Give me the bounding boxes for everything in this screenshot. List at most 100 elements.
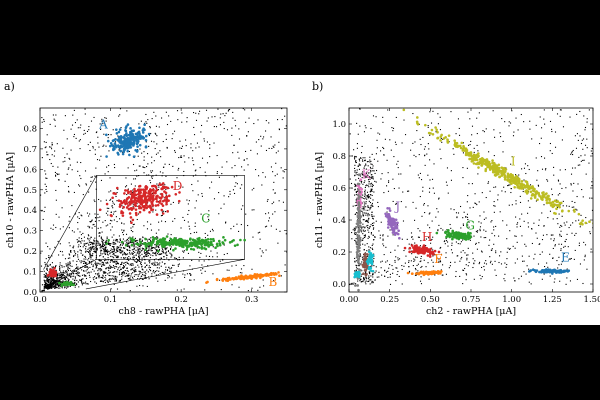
cluster-point — [121, 211, 125, 215]
cluster-point — [208, 243, 212, 247]
cluster-point — [166, 210, 169, 213]
cluster-point — [367, 250, 371, 254]
cluster-point — [414, 249, 417, 253]
cluster-point — [387, 215, 390, 218]
cluster-point — [110, 143, 114, 147]
cluster-point — [507, 173, 511, 177]
cluster-point — [132, 143, 136, 146]
cluster-point — [134, 198, 137, 202]
cluster-point — [194, 241, 197, 244]
cluster-point — [529, 190, 533, 194]
cluster-point — [364, 265, 368, 269]
cluster-point — [368, 265, 371, 269]
cluster-point — [139, 241, 143, 245]
cluster-point — [209, 238, 213, 241]
cluster-point — [431, 133, 435, 136]
cluster-point — [159, 197, 163, 200]
cluster-point — [67, 282, 70, 285]
cluster-point — [144, 134, 148, 138]
cluster-point — [386, 226, 390, 229]
cluster-point — [154, 204, 158, 207]
cluster-point — [155, 242, 159, 246]
panel-label: b) — [312, 80, 323, 93]
cluster-point — [152, 198, 155, 202]
cluster-point — [128, 200, 132, 204]
cluster-point — [567, 209, 571, 213]
cluster-point — [477, 162, 481, 166]
cluster-point — [545, 196, 549, 200]
cluster-point — [134, 196, 138, 200]
cluster-point — [52, 274, 55, 278]
cluster-unlabeled-5 — [58, 280, 75, 288]
cluster-label: J — [393, 199, 400, 213]
cluster-point — [567, 269, 571, 272]
axes-frame — [39, 107, 288, 293]
cluster-point — [171, 243, 175, 246]
cluster-point — [418, 246, 421, 250]
cluster-point — [388, 209, 392, 212]
cluster-label: C — [201, 211, 210, 225]
cluster-point — [203, 247, 206, 250]
cluster-point — [147, 205, 150, 208]
cluster-unlabeled-9 — [353, 270, 361, 279]
cluster-point — [228, 241, 232, 244]
cluster-l — [354, 173, 363, 292]
cluster-point — [134, 193, 138, 197]
cluster-point — [491, 159, 494, 162]
cluster-point — [428, 249, 431, 253]
cluster-point — [54, 271, 58, 275]
cluster-point — [143, 128, 146, 132]
y-axis-label: ch11 - rawPHA [μA] — [314, 152, 325, 248]
cluster-point — [118, 128, 122, 131]
plot-area — [40, 108, 287, 292]
cluster-point — [155, 213, 159, 216]
cluster-point — [151, 241, 155, 244]
cluster-point — [144, 248, 147, 252]
cluster-point — [172, 248, 175, 252]
cluster-point — [526, 185, 530, 189]
cluster-point — [416, 121, 419, 125]
cluster-point — [117, 199, 121, 202]
cluster-point — [201, 238, 204, 242]
cluster-point — [423, 251, 426, 255]
cluster-point — [426, 254, 430, 257]
cluster-point — [369, 269, 373, 272]
cluster-point — [122, 205, 125, 209]
cluster-point — [270, 273, 273, 277]
cluster-point — [541, 191, 544, 195]
cluster-point — [545, 192, 548, 195]
cluster-point — [386, 213, 390, 216]
cluster-point — [432, 252, 435, 256]
cluster-point — [468, 236, 472, 240]
cluster-point — [226, 277, 230, 280]
cluster-point — [396, 232, 400, 236]
cluster-point — [136, 188, 140, 192]
cluster-point — [204, 241, 208, 245]
x-tick-label: 0.75 — [462, 295, 481, 305]
cluster-point — [249, 275, 253, 279]
cluster-point — [428, 253, 432, 256]
cluster-point — [159, 183, 163, 187]
cluster-point — [358, 203, 361, 207]
cluster-label: G — [465, 219, 475, 233]
cluster-point — [145, 206, 148, 210]
cluster-point — [437, 250, 441, 254]
y-tick-label: 0.8 — [23, 124, 37, 134]
cluster-point — [356, 254, 359, 258]
cluster-point — [144, 145, 148, 148]
cluster-point — [198, 246, 201, 249]
cluster-point — [561, 209, 564, 213]
cluster-point — [232, 238, 235, 242]
cluster-point — [356, 240, 359, 244]
cluster-point — [174, 238, 177, 241]
cluster-point — [237, 275, 241, 279]
cluster-point — [402, 108, 406, 112]
cluster-point — [119, 144, 123, 147]
cluster-point — [115, 145, 118, 149]
cluster-point — [468, 157, 471, 161]
cluster-point — [419, 248, 423, 252]
cluster-point — [354, 284, 357, 287]
cluster-point — [442, 137, 446, 140]
cluster-point — [126, 145, 129, 148]
cluster-point — [210, 243, 214, 247]
